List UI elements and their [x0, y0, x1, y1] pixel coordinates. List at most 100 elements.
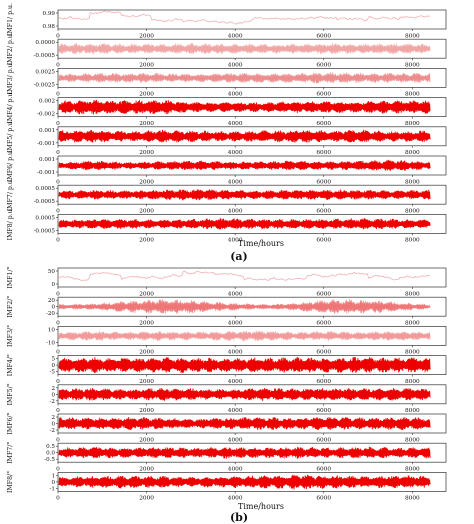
x-tick-label: 2000 [139, 350, 154, 356]
signal-trace [58, 159, 431, 171]
imf-row-8: IMF8/° 10-10 2000 4000 6000 8000 [7, 471, 447, 502]
y-axis-label: IMF8/° [7, 471, 14, 493]
y-tick-label: -0.0005 [34, 228, 56, 234]
x-tick-label: 4000 [228, 238, 243, 244]
x-tick-label: 4000 [228, 408, 243, 414]
y-tick-label: -20 [46, 311, 55, 317]
plot-frame [57, 38, 447, 59]
y-axis-label: IMF1/° [7, 266, 14, 288]
x-tick-label: 8000 [405, 238, 420, 244]
plot-frame [57, 126, 447, 147]
x-tick-label: 8000 [405, 209, 420, 215]
x-tick-label: 2000 [139, 379, 154, 385]
x-tick-label: 4000 [228, 63, 243, 69]
x-tick-label: 4000 [228, 291, 243, 297]
x-tick-label: 6000 [316, 92, 331, 98]
x-tick-label: 0 [56, 379, 60, 385]
y-tick-label: -2 [50, 399, 56, 405]
x-tick-label: 8000 [405, 179, 420, 185]
panel-a-plots: IMF1/ p.u. 0.990.980 2000 4000 6000 8000IMF2/… [7, 3, 447, 244]
y-tick-label: 2 [51, 386, 55, 392]
x-tick-label: 8000 [405, 408, 420, 414]
x-tick-label: 2000 [139, 437, 154, 443]
x-tick-label: 0 [56, 467, 60, 473]
y-tick-label: -5 [50, 370, 56, 376]
x-tick-label: 4000 [228, 437, 243, 443]
x-tick-label: 4000 [228, 179, 243, 185]
imf-row-6: IMF6/° 20-20 2000 4000 6000 8000 [7, 412, 447, 443]
y-axis-label: IMF6/° [7, 412, 14, 434]
x-tick-label: 8000 [405, 33, 420, 39]
x-tick-label: 8000 [405, 437, 420, 443]
x-tick-label: 2000 [139, 238, 154, 244]
x-tick-label: 6000 [316, 291, 331, 297]
x-tick-label: 8000 [405, 350, 420, 356]
x-tick-label: 0 [56, 496, 60, 502]
imf-row-2: IMF2/° 200-200 2000 4000 6000 8000 [7, 296, 447, 327]
x-tick-label: 2000 [139, 467, 154, 473]
y-tick-label: 0.0025 [35, 69, 55, 75]
x-tick-label: 6000 [316, 238, 331, 244]
y-tick-label: -0.002 [37, 112, 55, 118]
x-tick-label: 4000 [228, 321, 243, 327]
signal-trace [58, 129, 431, 143]
y-axis-label: IMF7/ p.u. [7, 178, 14, 211]
y-axis-label: IMF3/ p.u. [7, 61, 14, 94]
y-axis-label: IMF7/° [7, 442, 14, 464]
x-tick-label: 4000 [228, 92, 243, 98]
panel-a-xlabel: Time/hours [238, 239, 284, 248]
y-tick-label: -0.5 [44, 457, 55, 463]
plot-frame [57, 97, 447, 117]
x-tick-label: 8000 [405, 121, 420, 127]
y-tick-label: 0 [51, 363, 55, 369]
y-tick-label: 5 [51, 357, 55, 363]
signal-trace [58, 99, 431, 115]
x-tick-label: 2000 [139, 63, 154, 69]
y-tick-label: 0.5 [46, 444, 55, 450]
plot-frame [57, 326, 447, 346]
y-axis-label: IMF2/° [7, 296, 14, 318]
y-tick-label: 0 [51, 392, 55, 398]
imf-row-7: IMF7/° 0.50.0-0.50 2000 4000 6000 8000 [7, 442, 447, 473]
plot-frame [57, 184, 447, 205]
x-tick-label: 0 [56, 179, 60, 185]
y-tick-label: 0.001 [39, 128, 55, 134]
y-tick-label: -0.0005 [34, 199, 56, 205]
x-tick-label: 8000 [405, 496, 420, 502]
y-axis-label: IMF8/ p.u. [7, 207, 14, 240]
y-tick-label: 0.0005 [35, 215, 55, 221]
x-tick-label: 0 [56, 150, 60, 156]
y-tick-label: 0 [51, 422, 55, 428]
y-tick-label: -0.0025 [34, 82, 56, 88]
y-tick-label: -0.001 [37, 141, 55, 147]
x-tick-label: 2000 [139, 321, 154, 327]
x-tick-label: 2000 [139, 408, 154, 414]
x-tick-label: 0 [56, 238, 60, 244]
y-tick-label: -10 [46, 340, 55, 346]
y-axis-label: IMF2/ p.u. [7, 32, 14, 65]
x-tick-label: 0 [56, 321, 60, 327]
x-tick-label: 4000 [228, 33, 243, 39]
imf-row-1: IMF1/° 50 00 2000 4000 6000 8000 [7, 266, 447, 297]
y-axis-label: IMF4/° [7, 354, 14, 376]
y-tick-label: 1 [51, 473, 55, 479]
panel-b-label: (b) [230, 511, 248, 524]
x-tick-label: 6000 [316, 150, 331, 156]
signal-trace [58, 357, 431, 373]
x-tick-label: 6000 [316, 179, 331, 185]
signal-trace [58, 416, 431, 431]
panel-a-label: (a) [230, 250, 248, 263]
x-tick-label: 4000 [228, 350, 243, 356]
x-tick-label: 6000 [316, 379, 331, 385]
y-tick-label: 0 [51, 305, 55, 311]
x-tick-label: 0 [56, 63, 60, 69]
x-tick-label: 8000 [405, 321, 420, 327]
y-tick-label: 0 [51, 282, 55, 288]
x-tick-label: 8000 [405, 92, 420, 98]
x-tick-label: 4000 [228, 209, 243, 215]
x-tick-label: 0 [56, 121, 60, 127]
